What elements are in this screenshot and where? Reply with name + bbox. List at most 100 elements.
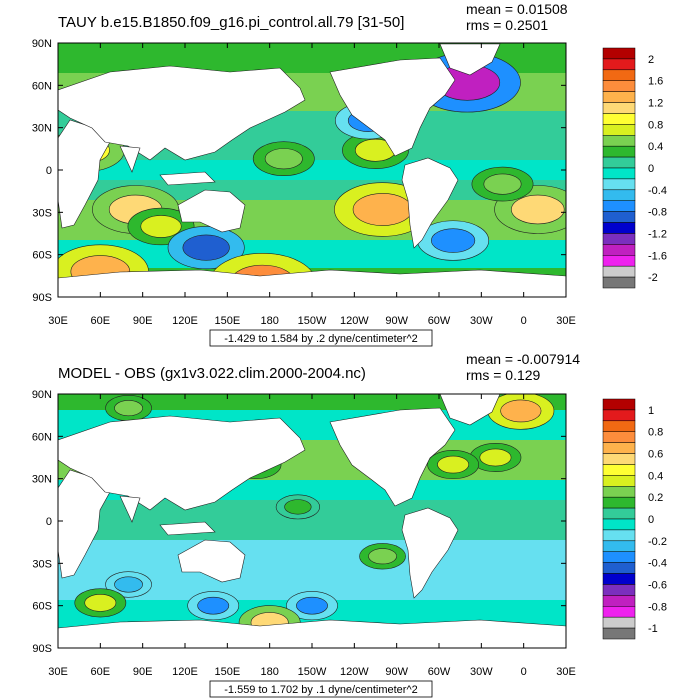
panel-2-rms: rms = 0.129 [466, 367, 541, 383]
colorbar-swatch [602, 178, 636, 191]
colorbar-label: -0.6 [648, 579, 667, 591]
ytick-label: 90S [32, 292, 52, 304]
panel-1-land [58, 43, 566, 297]
colorbar-swatch [602, 595, 636, 607]
field-contour-inner [114, 576, 143, 593]
xtick-label: 60W [428, 315, 451, 327]
colorbar-label: 0 [648, 163, 654, 175]
colorbar-swatch [602, 616, 636, 629]
field-contour-inner [296, 596, 328, 615]
ytick-label: 60N [32, 80, 52, 92]
field-contour-inner [511, 194, 565, 225]
colorbar-label: -1.2 [648, 228, 667, 240]
panel-1-contour-label-box [209, 329, 433, 347]
panel-2-xaxis: 30E 60E 90E 120E 150E 180 150W 120W 90W 60W 30W 0 30… [48, 394, 576, 678]
panel-2-contour-label-box [209, 680, 433, 698]
land-south-america [401, 157, 459, 249]
field-contour-inner [197, 596, 230, 615]
colorbar-swatch [602, 507, 636, 520]
colorbar-swatch [602, 606, 636, 618]
xtick-label: 90E [133, 315, 153, 327]
ytick-label: 60N [32, 431, 52, 443]
colorbar-label: 1 [648, 405, 654, 417]
colorbar-swatch [602, 124, 636, 136]
panel-1-colorbar: 2 1.6 1.2 0.8 0.4 0 -0.4 -0.8 -1.2 -1.6 -2 [602, 47, 667, 289]
colorbar-swatch [602, 475, 636, 487]
colorbar-label: -0.4 [648, 185, 667, 197]
colorbar-label: 2 [648, 54, 654, 66]
field-contour-inner [437, 455, 470, 474]
colorbar-swatch [602, 529, 636, 542]
field-contour-inner [368, 548, 397, 565]
colorbar-swatch [602, 102, 636, 114]
xtick-label: 120E [172, 666, 198, 678]
colorbar-swatch [602, 113, 636, 125]
colorbar-swatch [602, 233, 636, 245]
colorbar-swatch [602, 551, 636, 563]
panel-2-title: MODEL - OBS (gx1v3.022.clim.2000-2004.nc… [58, 365, 366, 382]
colorbar-label: -1 [648, 623, 658, 635]
colorbar-swatch [602, 627, 636, 640]
colorbar-label: -0.8 [648, 601, 667, 613]
colorbar-swatch [602, 167, 636, 180]
xtick-label: 150W [298, 666, 327, 678]
xtick-label: 30W [470, 666, 493, 678]
colorbar-swatch [602, 255, 636, 267]
xtick-label: 180 [260, 666, 278, 678]
xtick-label: 180 [260, 315, 278, 327]
colorbar-swatch [602, 145, 636, 158]
xtick-label: 30E [556, 315, 576, 327]
colorbar-swatch [602, 80, 636, 92]
colorbar-swatch [602, 398, 636, 411]
colorbar-swatch [602, 276, 636, 289]
colorbar-swatch [602, 69, 636, 81]
ytick-label: 0 [46, 516, 52, 528]
field-contour-inner [500, 399, 542, 423]
ytick-label: 30S [32, 207, 52, 219]
panel-1-mean: mean = 0.01508 [466, 1, 568, 17]
xtick-label: 150E [214, 315, 240, 327]
colorbar-swatch [602, 496, 636, 509]
panel-2-land [58, 394, 566, 648]
land-greenland [439, 43, 501, 76]
field-contour-inner [483, 173, 522, 195]
panel-2-contour-label: -1.559 to 1.702 by .1 dyne/centimeter^2 [224, 684, 418, 696]
field-contour-inner [182, 234, 230, 261]
ytick-label: 60S [32, 250, 52, 262]
xtick-label: 60E [91, 666, 111, 678]
xtick-label: 30E [48, 666, 68, 678]
field-contour-inner [352, 193, 413, 226]
colorbar-swatch [602, 420, 636, 432]
panel-1: TAUY b.e15.B1850.f09_g16.pi_control.all.… [32, 1, 667, 347]
colorbar-label: 1.2 [648, 98, 663, 110]
colorbar-swatch [602, 540, 636, 552]
colorbar-swatch [602, 453, 636, 465]
colorbar-label: -2 [648, 272, 658, 284]
ytick-label: 90N [32, 389, 52, 401]
xtick-label: 0 [521, 666, 527, 678]
colorbar-swatch [602, 573, 636, 585]
xtick-label: 150E [214, 666, 240, 678]
colorbar-label: -0.4 [648, 558, 667, 570]
colorbar-swatch [602, 431, 636, 443]
colorbar-swatch [602, 244, 636, 256]
ytick-label: 30N [32, 474, 52, 486]
xtick-label: 30E [48, 315, 68, 327]
land-australia [177, 189, 246, 233]
colorbar-swatch [602, 156, 636, 169]
field-contour-inner [140, 215, 182, 238]
colorbar-label: 0.2 [648, 492, 663, 504]
field-contour-inner [479, 448, 512, 467]
xtick-label: 0 [521, 315, 527, 327]
panel-1-yaxis: 90N 60N 30N 0 30S 60S 90S [32, 38, 566, 304]
colorbar-label: 0 [648, 514, 654, 526]
xtick-label: 30E [556, 666, 576, 678]
ytick-label: 90N [32, 38, 52, 50]
panel-1-xaxis: 30E 60E 90E 120E 150E 180 150W 120W 90W 60W 30W 0 30… [48, 43, 576, 327]
xtick-label: 90W [385, 315, 408, 327]
colorbar-label: -1.6 [648, 250, 667, 262]
ytick-label: 90S [32, 643, 52, 655]
land-indonesia [159, 171, 216, 186]
panel-1-rms: rms = 0.2501 [466, 17, 548, 33]
colorbar-swatch [602, 518, 636, 531]
